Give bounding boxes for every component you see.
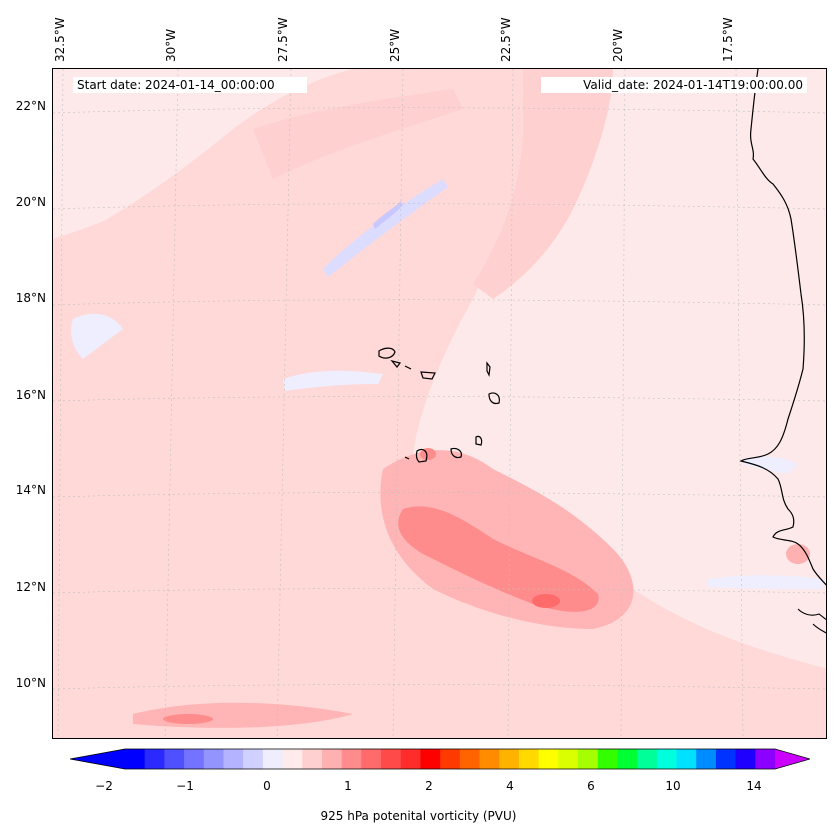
colorbar-tick-6: 6: [587, 779, 595, 793]
africa-coastline: [739, 69, 826, 586]
pv-field-band-north: [473, 69, 613, 299]
colorbar-tick-minus2: −2: [95, 779, 113, 793]
colorbar-swatch: [361, 749, 382, 769]
pv-field-blue-streak-5: [708, 575, 823, 589]
pv-field-blue-streak-3: [373, 201, 403, 229]
colorbar-swatch: [735, 749, 756, 769]
valid-date-label: Valid_date: 2024-01-14T19:00:00.00: [541, 77, 807, 93]
pv-field-strong-red-spot-4: [786, 544, 810, 564]
colorbar-swatch: [184, 749, 205, 769]
colorbar-tick-2: 2: [425, 779, 433, 793]
lon-label-32-5w: 32.5°W: [53, 17, 67, 62]
pv-field-strong-red-spot-2: [420, 448, 436, 460]
lon-label-30w: 30°W: [164, 28, 178, 62]
pv-field-strong-red-spot: [532, 594, 560, 608]
colorbar-extend-min: [70, 749, 125, 769]
colorbar-swatch: [597, 749, 618, 769]
start-date-label: Start date: 2024-01-14_00:00:00: [73, 77, 307, 93]
africa-coastline-2: [797, 608, 826, 634]
colorbar-swatch: [578, 749, 599, 769]
colorbar-swatch: [656, 749, 678, 769]
colorbar-tick-minus1: −1: [176, 779, 194, 793]
colorbar-swatch: [558, 749, 579, 769]
colorbar-swatch: [400, 749, 421, 769]
lat-label-10n: 10°N: [15, 676, 46, 690]
pv-field-strong-red: [398, 506, 599, 612]
colorbar-swatch: [302, 749, 323, 769]
pv-field-strong-red-spot-3: [163, 714, 213, 724]
map-field: [53, 69, 826, 738]
lat-label-12n: 12°N: [15, 580, 46, 594]
colorbar-outline: [70, 748, 810, 770]
colorbar-swatch: [518, 749, 540, 769]
colorbar: [70, 748, 810, 770]
lon-label-25w: 25°W: [388, 28, 402, 62]
lat-label-22n: 22°N: [15, 99, 46, 113]
map-panel[interactable]: Start date: 2024-01-14_00:00:00 Valid_da…: [52, 68, 827, 739]
colorbar-swatch: [321, 749, 343, 769]
colorbar-swatch: [479, 749, 500, 769]
colorbar-swatch: [459, 749, 481, 769]
colorbar-tick-10: 10: [665, 779, 681, 793]
lat-label-16n: 16°N: [15, 388, 46, 402]
lat-label-14n: 14°N: [15, 483, 46, 497]
cape-verde-islands: [378, 347, 500, 463]
pv-field-blue-streak-4: [283, 370, 383, 391]
colorbar-swatch: [755, 749, 776, 769]
lon-label-22-5w: 22.5°W: [499, 17, 513, 62]
colorbar-label: 925 hPa potenital vorticity (PVU): [320, 809, 517, 823]
colorbar-swatch: [440, 749, 461, 769]
colorbar-tick-0: 0: [263, 779, 271, 793]
colorbar-extend-max: [775, 749, 810, 769]
colorbar-swatch: [144, 749, 165, 769]
colorbar-swatch: [381, 749, 402, 769]
pv-field-light-red-2: [53, 149, 283, 294]
lat-label-20n: 20°N: [15, 195, 46, 209]
lon-label-17-5w: 17.5°W: [721, 17, 735, 62]
gridlines: [53, 69, 826, 738]
colorbar-tick-4: 4: [506, 779, 514, 793]
colorbar-swatch: [715, 749, 737, 769]
lat-label-18n: 18°N: [15, 291, 46, 305]
colorbar-swatch: [243, 749, 264, 769]
colorbar-swatch: [223, 749, 244, 769]
colorbar-swatch: [617, 749, 638, 769]
colorbar-swatch: [164, 749, 185, 769]
pv-field-blue-streak-6: [743, 456, 798, 474]
colorbar-swatch: [262, 749, 284, 769]
colorbar-swatch: [420, 749, 441, 769]
lon-label-20w: 20°W: [611, 28, 625, 62]
colorbar-swatch: [696, 749, 717, 769]
colorbar-tick-14: 14: [746, 779, 762, 793]
pv-field-band-nw: [253, 89, 463, 179]
colorbar-swatch: [637, 749, 658, 769]
pv-field-blue-streak-2: [323, 179, 448, 277]
lon-label-27-5w: 27.5°W: [276, 17, 290, 62]
colorbar-swatch: [538, 749, 559, 769]
colorbar-swatch: [282, 749, 303, 769]
colorbar-swatch: [203, 749, 224, 769]
colorbar-swatch: [499, 749, 520, 769]
colorbar-swatch: [125, 749, 146, 769]
colorbar-tick-1: 1: [344, 779, 352, 793]
colorbar-swatch: [341, 749, 362, 769]
pv-field-light-red: [53, 69, 826, 738]
pv-field-blue-streak: [71, 313, 123, 359]
colorbar-swatch: [676, 749, 697, 769]
